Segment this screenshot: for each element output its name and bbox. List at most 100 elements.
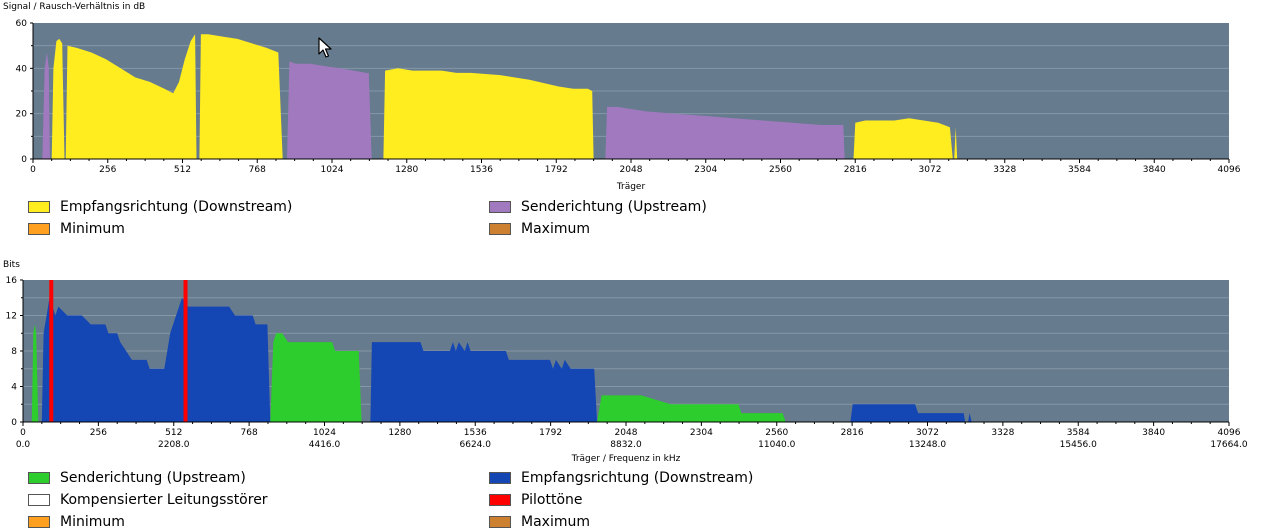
legend-label: Pilottöne: [521, 492, 583, 508]
x-tick-label: 2560: [769, 165, 792, 175]
legend-swatch-upstream: [28, 472, 50, 484]
frequency-label: 11040.0: [758, 440, 795, 450]
legend-label: Empfangsrichtung (Downstream): [521, 470, 754, 486]
legend-label: Senderichtung (Upstream): [60, 470, 246, 486]
legend-swatch-downstream: [489, 472, 511, 484]
x-tick-label: 1536: [464, 428, 487, 438]
series-area: [605, 106, 845, 159]
legend-label: Maximum: [521, 514, 590, 530]
legend-label: Senderichtung (Upstream): [521, 199, 707, 215]
y-tick-label: 4: [11, 383, 17, 393]
x-tick-label: 2048: [620, 165, 643, 175]
series-area: [31, 324, 39, 422]
series-area: [597, 395, 786, 422]
x-tick-label: 0: [30, 165, 36, 175]
x-tick-label: 768: [241, 428, 258, 438]
frequency-label: 17664.0: [1210, 440, 1247, 450]
legend-swatch-pilot: [489, 494, 511, 506]
snr-chart: 0 20 40 60 0 256 512 768 1024 1280 1536 1792 2048 230…: [16, 19, 1241, 192]
x-tick-label: 4096: [1218, 165, 1241, 175]
x-tick-label: 2048: [615, 428, 638, 438]
x-tick-label: 2304: [690, 428, 713, 438]
frequency-label: 4416.0: [309, 440, 341, 450]
frequency-label: 13248.0: [909, 440, 946, 450]
legend-swatch-downstream: [28, 201, 50, 213]
legend-label: Minimum: [60, 514, 125, 530]
mouse-pointer-icon: [318, 37, 332, 58]
pilot-tone-marker: [49, 280, 54, 422]
x-tick-label: 3584: [1067, 428, 1090, 438]
y-tick-label: 12: [6, 312, 17, 322]
legend-item-upstream: Senderichtung (Upstream): [489, 199, 707, 215]
series-area: [287, 61, 372, 159]
x-tick-label: 3072: [916, 428, 939, 438]
legend-item-downstream: Empfangsrichtung (Downstream): [28, 199, 292, 215]
frequency-label: 8832.0: [610, 440, 642, 450]
legend-label: Empfangsrichtung (Downstream): [60, 199, 293, 215]
legend-item-minimum: Minimum: [28, 514, 125, 530]
y-tick-label: 0: [11, 418, 17, 428]
x-tick-label: 2816: [841, 428, 864, 438]
x-tick-label: 2304: [694, 165, 717, 175]
x-tick-label: 1792: [539, 428, 562, 438]
legend-item-maximum: Maximum: [489, 514, 590, 530]
x-tick-label: 2560: [765, 428, 788, 438]
x-tick-label: 3328: [993, 165, 1016, 175]
x-tick-label: 3072: [919, 165, 942, 175]
series-area: [853, 118, 958, 159]
legend-item-pilot: Pilottöne: [489, 492, 583, 508]
x-tick-label: 0: [20, 428, 26, 438]
x-tick-label: 256: [99, 165, 116, 175]
legend-item-maximum: Maximum: [489, 221, 590, 237]
series-area: [383, 68, 594, 159]
frequency-label: 0.0: [16, 440, 31, 450]
x-axis-title: Träger / Frequenz in kHz: [571, 454, 681, 464]
legend-label: Maximum: [521, 221, 590, 237]
x-tick-label: 3328: [991, 428, 1014, 438]
legend-swatch-upstream: [489, 201, 511, 213]
y-tick-label: 60: [16, 19, 28, 29]
series-area: [41, 297, 271, 422]
y-tick-label: 0: [21, 155, 27, 165]
series-area: [850, 404, 972, 422]
legend-swatch-maximum: [489, 516, 511, 528]
x-tick-label: 1792: [545, 165, 568, 175]
y-tick-label: 16: [6, 276, 18, 286]
x-tick-label: 1024: [321, 165, 344, 175]
series-area: [270, 333, 362, 422]
y-tick-label: 8: [11, 347, 17, 357]
bits-chart-title: Bits: [3, 260, 20, 270]
y-tick-label: 20: [16, 110, 28, 120]
bits-chart: 0 4 8 12 16 0 256 512 768 1024 1280 1536 1792 2048 230…: [6, 276, 1248, 464]
frequency-label: 15456.0: [1060, 440, 1097, 450]
legend-swatch-minimum: [28, 223, 50, 235]
frequency-label: 6624.0: [460, 440, 492, 450]
y-tick-label: 40: [16, 64, 28, 74]
legend-swatch-minimum: [28, 516, 50, 528]
x-tick-label: 768: [249, 165, 266, 175]
x-tick-label: 1280: [388, 428, 411, 438]
snr-chart-title: Signal / Rausch-Verhältnis in dB: [3, 2, 146, 12]
legend-label: Minimum: [60, 221, 125, 237]
x-tick-label: 1536: [470, 165, 493, 175]
x-tick-label: 512: [165, 428, 182, 438]
x-tick-label: 256: [90, 428, 107, 438]
x-tick-label: 512: [174, 165, 191, 175]
x-tick-label: 3584: [1068, 165, 1091, 175]
x-tick-label: 4096: [1218, 428, 1241, 438]
series-area: [51, 34, 283, 159]
series-area: [370, 342, 598, 422]
series-area: [42, 52, 50, 159]
pilot-tone-marker: [183, 280, 188, 422]
legend-swatch-maximum: [489, 223, 511, 235]
legend-label: Kompensierter Leitungsstörer: [60, 492, 268, 508]
legend-swatch-compensated: [28, 494, 50, 506]
legend-item-upstream: Senderichtung (Upstream): [28, 470, 246, 486]
x-tick-label: 2816: [844, 165, 867, 175]
legend-item-downstream: Empfangsrichtung (Downstream): [489, 470, 753, 486]
legend-item-compensated: Kompensierter Leitungsstörer: [28, 492, 268, 508]
x-axis-title: Träger: [616, 182, 646, 192]
x-tick-label: 1024: [313, 428, 336, 438]
legend-item-minimum: Minimum: [28, 221, 125, 237]
frequency-label: 2208.0: [158, 440, 190, 450]
